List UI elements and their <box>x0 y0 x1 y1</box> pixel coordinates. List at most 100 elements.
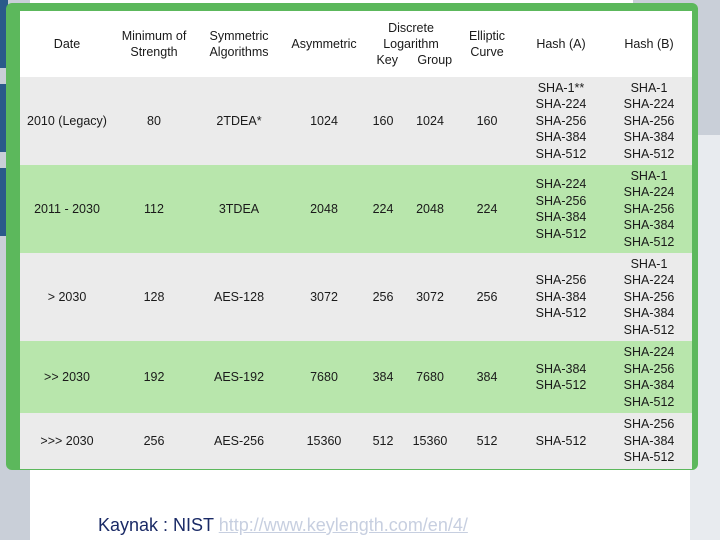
hash-item: SHA-256 <box>623 361 675 376</box>
hash-item: SHA-256 <box>535 193 587 208</box>
cell-min: 192 <box>114 341 194 413</box>
header-asymmetric: Asymmetric <box>291 36 357 51</box>
cell-ec: 224 <box>458 165 516 253</box>
hash-item: SHA-512 <box>623 322 675 337</box>
table-row: 2011 - 2030 112 3TDEA 2048 224 2048 224 SHA-224… <box>20 165 692 253</box>
cell-group: 3072 <box>402 253 458 341</box>
cell-hash-b: SHA-1 SHA-224 SHA-256 SHA-384 SHA-512 <box>606 253 692 341</box>
cell-sym: AES-192 <box>194 341 284 413</box>
cell-date: 2010 (Legacy) <box>20 77 114 165</box>
cell-hash-a: SHA-224 SHA-256 SHA-384 SHA-512 <box>516 165 606 253</box>
hash-item: SHA-256 <box>623 417 675 432</box>
cell-min: 80 <box>114 77 194 165</box>
cell-sym: 2TDEA* <box>194 77 284 165</box>
table-row: >>> 2030 256 AES-256 15360 512 15360 512 SHA-51… <box>20 413 692 469</box>
hash-item: SHA-512 <box>623 146 675 161</box>
cell-asym: 2048 <box>284 165 364 253</box>
cell-hash-a: SHA-256 SHA-384 SHA-512 <box>516 253 606 341</box>
hash-item: SHA-224 <box>535 177 587 191</box>
hash-item: SHA-512 <box>535 306 587 321</box>
hash-item: SHA-512 <box>535 146 587 161</box>
hash-item: SHA-256 <box>623 289 675 304</box>
hash-item: SHA-224 <box>623 273 675 288</box>
cell-sym: AES-128 <box>194 253 284 341</box>
cell-asym: 7680 <box>284 341 364 413</box>
cell-hash-b: SHA-1 SHA-224 SHA-256 SHA-384 SHA-512 <box>606 77 692 165</box>
left-decor-tab <box>0 84 8 152</box>
header-hash-b: Hash (B) <box>624 36 674 51</box>
source-footer: Kaynak : NIST http://www.keylength.com/e… <box>98 515 468 536</box>
header-dl-group: Group <box>417 53 453 68</box>
hash-item: SHA-1 <box>630 256 668 271</box>
hash-item: SHA-224 <box>623 97 675 112</box>
cell-min: 112 <box>114 165 194 253</box>
hash-item: SHA-512 <box>535 378 587 392</box>
hash-item: SHA-224 <box>623 185 675 200</box>
hash-item: SHA-384 <box>623 218 675 233</box>
source-label: Kaynak : NIST <box>98 515 219 535</box>
hash-item: SHA-1** <box>537 80 585 95</box>
cell-group: 1024 <box>402 77 458 165</box>
hash-item: SHA-384 <box>623 433 675 448</box>
cell-hash-a: SHA-1** SHA-224 SHA-256 SHA-384 SHA-512 <box>516 77 606 165</box>
cell-asym: 3072 <box>284 253 364 341</box>
cell-key: 224 <box>364 165 402 253</box>
hash-item: SHA-384 <box>535 130 587 145</box>
hash-item: SHA-1 <box>630 168 668 183</box>
cell-key: 512 <box>364 413 402 469</box>
hash-item: SHA-384 <box>535 289 587 304</box>
header-discrete-log: Discrete Logarithm Key Group <box>364 11 458 77</box>
cell-sym: AES-256 <box>194 413 284 469</box>
hash-item: SHA-384 <box>623 378 675 392</box>
cell-ec: 512 <box>458 413 516 469</box>
cell-date: >>> 2030 <box>20 413 114 469</box>
hash-item: SHA-256 <box>623 113 675 128</box>
table-container: Date Minimum of Strength Symmetric Algorit… <box>20 11 692 469</box>
hash-item: SHA-1 <box>630 80 668 95</box>
cell-hash-b: SHA-256 SHA-384 SHA-512 <box>606 413 692 469</box>
hash-item: SHA-384 <box>535 361 587 376</box>
header-dl-key: Key <box>376 53 399 68</box>
cell-asym: 15360 <box>284 413 364 469</box>
source-link[interactable]: http://www.keylength.com/en/4/ <box>218 515 468 535</box>
header-elliptic: Elliptic Curve <box>468 28 506 59</box>
cell-group: 7680 <box>402 341 458 413</box>
hash-item: SHA-512 <box>535 433 587 448</box>
cell-group: 2048 <box>402 165 458 253</box>
hash-item: SHA-512 <box>623 394 675 409</box>
table-frame: Date Minimum of Strength Symmetric Algorit… <box>6 3 698 470</box>
hash-item: SHA-256 <box>535 113 587 128</box>
hash-item: SHA-224 <box>623 345 675 359</box>
cell-hash-b: SHA-224 SHA-256 SHA-384 SHA-512 <box>606 341 692 413</box>
cell-date: > 2030 <box>20 253 114 341</box>
cell-hash-a: SHA-384 SHA-512 <box>516 341 606 413</box>
cell-key: 256 <box>364 253 402 341</box>
hash-item: SHA-512 <box>623 450 675 465</box>
hash-item: SHA-384 <box>623 306 675 321</box>
hash-item: SHA-256 <box>623 201 675 216</box>
cell-key: 160 <box>364 77 402 165</box>
cell-group: 15360 <box>402 413 458 469</box>
cell-ec: 384 <box>458 341 516 413</box>
hash-item: SHA-512 <box>623 234 675 249</box>
hash-item: SHA-384 <box>535 210 587 224</box>
cell-date: >> 2030 <box>20 341 114 413</box>
cell-ec: 256 <box>458 253 516 341</box>
header-date: Date <box>53 36 81 51</box>
table-row: > 2030 128 AES-128 3072 256 3072 256 SHA-256 SHA… <box>20 253 692 341</box>
table-row: 2010 (Legacy) 80 2TDEA* 1024 160 1024 160 SHA-1… <box>20 77 692 165</box>
cell-sym: 3TDEA <box>194 165 284 253</box>
cell-asym: 1024 <box>284 77 364 165</box>
cell-min: 128 <box>114 253 194 341</box>
header-hash-a: Hash (A) <box>536 36 586 51</box>
cell-key: 384 <box>364 341 402 413</box>
left-decor-tab <box>0 168 8 236</box>
hash-item: SHA-512 <box>535 226 587 241</box>
table-header-row: Date Minimum of Strength Symmetric Algorit… <box>20 11 692 77</box>
header-min-strength: Minimum of Strength <box>121 28 187 59</box>
key-length-table: Date Minimum of Strength Symmetric Algorit… <box>20 11 692 469</box>
cell-ec: 160 <box>458 77 516 165</box>
cell-min: 256 <box>114 413 194 469</box>
cell-date: 2011 - 2030 <box>20 165 114 253</box>
hash-item: SHA-384 <box>623 130 675 145</box>
